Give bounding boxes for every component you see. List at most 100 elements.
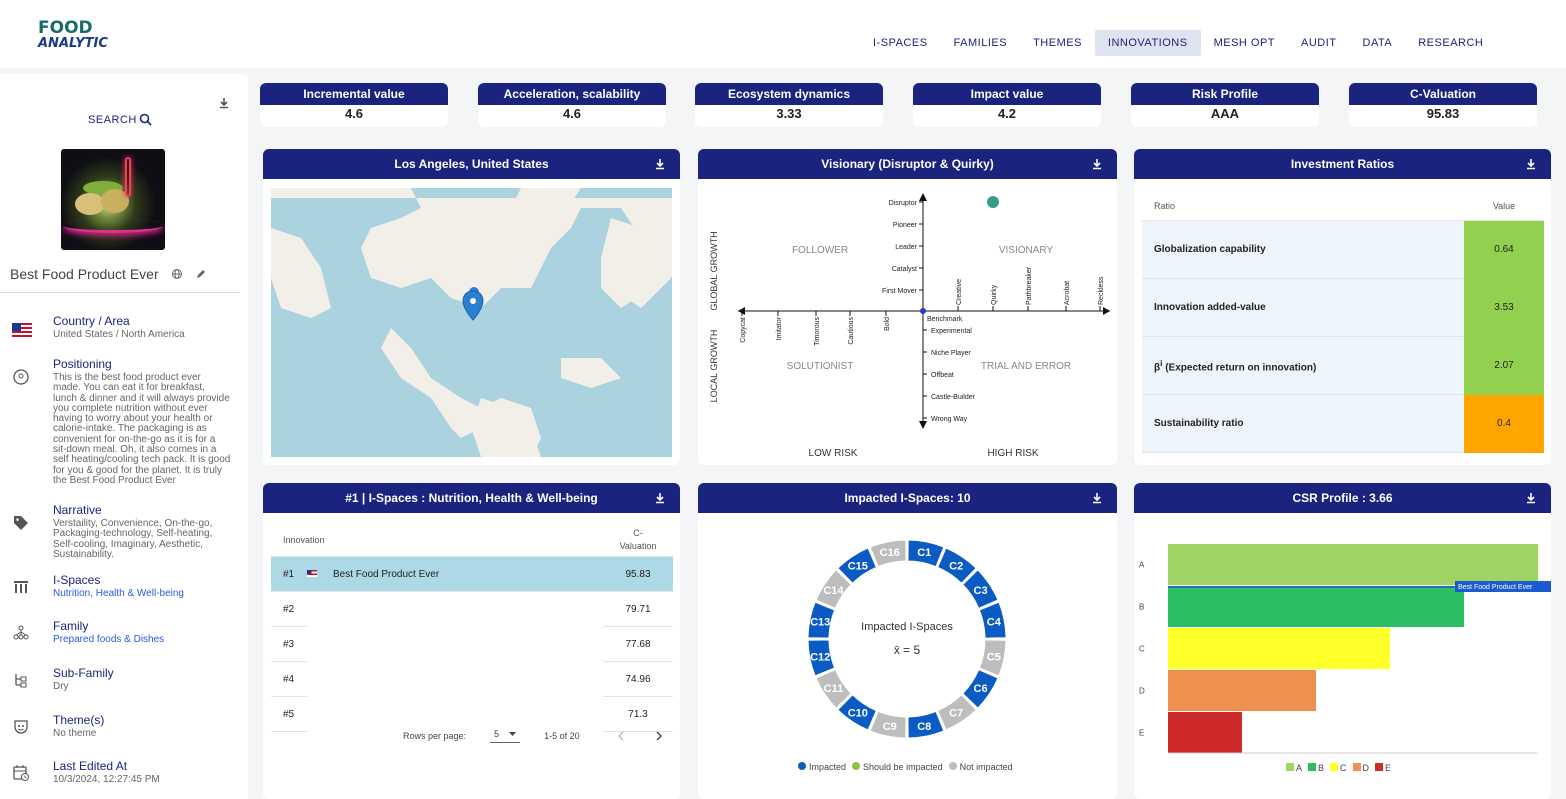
csr-bar[interactable] xyxy=(1168,586,1464,627)
csr-panel-header: CSR Profile : 3.66 xyxy=(1134,483,1551,513)
download-icon[interactable] xyxy=(218,97,230,109)
nav-audit[interactable]: AUDIT xyxy=(1301,37,1337,49)
nav-research[interactable]: RESEARCH xyxy=(1418,37,1484,49)
legend-item[interactable]: Should be impacted xyxy=(852,762,943,772)
csr-legend-item[interactable]: C xyxy=(1330,763,1347,773)
ratio-row[interactable]: Globalization capability 0.64 xyxy=(1142,220,1544,279)
prev-page-icon[interactable] xyxy=(616,731,626,741)
nav-mesh-opt[interactable]: MESH OPT xyxy=(1213,37,1276,49)
country-value: United States / North America xyxy=(53,329,185,340)
ispaces-value[interactable]: Nutrition, Health & Well-being xyxy=(53,588,184,599)
download-icon[interactable] xyxy=(1091,492,1103,504)
kpi-c-valuation: C-Valuation 95.83 xyxy=(1349,83,1537,127)
nav-i-spaces[interactable]: I-SPACES xyxy=(873,37,928,49)
donut-segment[interactable] xyxy=(869,539,907,568)
rows-per-page-select[interactable]: 5 xyxy=(490,729,521,743)
us-flag-icon xyxy=(307,569,333,580)
map-panel-title: Los Angeles, United States xyxy=(394,157,549,171)
download-icon[interactable] xyxy=(654,158,666,170)
table-row[interactable]: #3 77.68 xyxy=(271,626,673,662)
y-tick-label: Catalyst xyxy=(892,266,917,273)
download-icon[interactable] xyxy=(654,492,666,504)
csr-bar[interactable] xyxy=(1168,670,1316,711)
chevron-down-icon xyxy=(509,732,517,736)
csr-bar[interactable] xyxy=(1168,712,1242,753)
donut-segment-label: C2 xyxy=(949,560,963,572)
innovation-table-header: Innovation C- Valuation xyxy=(271,523,673,557)
globe-icon[interactable] xyxy=(171,268,183,280)
csr-legend-item[interactable]: D xyxy=(1352,763,1369,773)
x-tick-label: Copycat xyxy=(740,317,747,343)
row-value: 95.83 xyxy=(625,568,651,580)
positioning-value: This is the best food product ever made.… xyxy=(53,372,231,486)
nav-data[interactable]: DATA xyxy=(1362,37,1393,49)
donut-segment[interactable] xyxy=(837,694,877,731)
donut-segment[interactable] xyxy=(807,639,836,677)
next-page-icon[interactable] xyxy=(654,731,664,741)
row-rank: #5 xyxy=(283,708,295,720)
donut-segment[interactable] xyxy=(978,639,1007,677)
row-name xyxy=(307,591,603,627)
donut-segment[interactable] xyxy=(978,601,1007,639)
ratio-value: 2.07 xyxy=(1464,336,1544,395)
themes-value: No theme xyxy=(53,728,97,739)
legend-item[interactable]: Not impacted xyxy=(948,762,1013,772)
table-row[interactable]: #1 Best Food Product Ever 95.83 xyxy=(271,557,673,592)
food-analytic-logo[interactable]: FOOD ANALYTIC xyxy=(38,20,108,68)
donut-segment[interactable] xyxy=(937,694,977,731)
donut-segment[interactable] xyxy=(962,669,999,709)
table-row[interactable]: #4 74.96 xyxy=(271,661,673,697)
donut-center-title: Impacted I-Spaces xyxy=(861,621,953,633)
table-row[interactable]: #5 71.3 xyxy=(271,696,673,732)
product-name-row: Best Food Product Ever xyxy=(10,266,207,282)
innovation-point[interactable] xyxy=(987,196,999,208)
donut-segment[interactable] xyxy=(815,669,852,709)
ratio-row[interactable]: βi (Expected return on innovation) 2.07 xyxy=(1142,336,1544,395)
donut-segment[interactable] xyxy=(837,547,877,584)
row-value: 74.96 xyxy=(625,673,651,685)
ratio-value: 0.64 xyxy=(1464,220,1544,279)
donut-segment[interactable] xyxy=(937,547,977,584)
ratio-row[interactable]: Innovation added-value 3.53 xyxy=(1142,278,1544,337)
row-value: 71.3 xyxy=(628,708,648,720)
calendar-clock-icon xyxy=(13,765,29,781)
csr-bar[interactable] xyxy=(1168,544,1538,585)
ispaces-label: I-Spaces xyxy=(53,573,101,587)
quadrant-solutionist: SOLUTIONIST xyxy=(787,361,854,372)
download-icon[interactable] xyxy=(1525,158,1537,170)
table-row[interactable]: #2 79.71 xyxy=(271,591,673,627)
narrative-value: Verstaility, Convenience, On-the-go, Pac… xyxy=(53,518,213,560)
legend-item[interactable]: Impacted xyxy=(798,762,846,772)
y-tick-label: Experimental xyxy=(931,328,972,335)
donut-segment[interactable] xyxy=(962,569,999,609)
donut-segment[interactable] xyxy=(815,569,852,609)
nav-families[interactable]: FAMILIES xyxy=(953,37,1008,49)
impacted-legend: Impacted Should be impacted Not impacted xyxy=(798,762,1013,772)
family-value[interactable]: Prepared foods & Dishes xyxy=(53,634,165,645)
kpi-value: AAA xyxy=(1210,106,1240,121)
donut-segment[interactable] xyxy=(869,710,907,739)
world-map[interactable] xyxy=(271,188,672,457)
quadrant-visionary: VISIONARY xyxy=(999,245,1054,256)
csr-legend: A B C D E xyxy=(1286,763,1391,773)
ratio-row[interactable]: Sustainability ratio 0.4 xyxy=(1142,394,1544,453)
csr-legend-swatch xyxy=(1330,763,1339,771)
download-icon[interactable] xyxy=(1525,492,1537,504)
csr-bar[interactable] xyxy=(1168,628,1390,669)
x-tick-label: Reckless xyxy=(1098,276,1105,305)
csr-legend-item[interactable]: A xyxy=(1286,763,1302,773)
donut-segment[interactable] xyxy=(907,710,945,739)
csr-category-label: D xyxy=(1139,687,1145,696)
kpi-label: Impact value xyxy=(913,83,1101,105)
edit-pencil-icon[interactable] xyxy=(195,268,207,280)
row-rank: #2 xyxy=(283,603,295,615)
csr-legend-item[interactable]: B xyxy=(1308,763,1324,773)
download-icon[interactable] xyxy=(1091,158,1103,170)
donut-segment[interactable] xyxy=(907,539,945,568)
csr-legend-item[interactable]: E xyxy=(1375,763,1391,773)
donut-segment[interactable] xyxy=(807,601,836,639)
search-button[interactable]: SEARCH xyxy=(88,113,152,126)
nav-themes[interactable]: THEMES xyxy=(1033,37,1082,49)
quadrant-trial-error: TRIAL AND ERROR xyxy=(981,361,1071,372)
nav-innovations[interactable]: INNOVATIONS xyxy=(1094,30,1201,56)
